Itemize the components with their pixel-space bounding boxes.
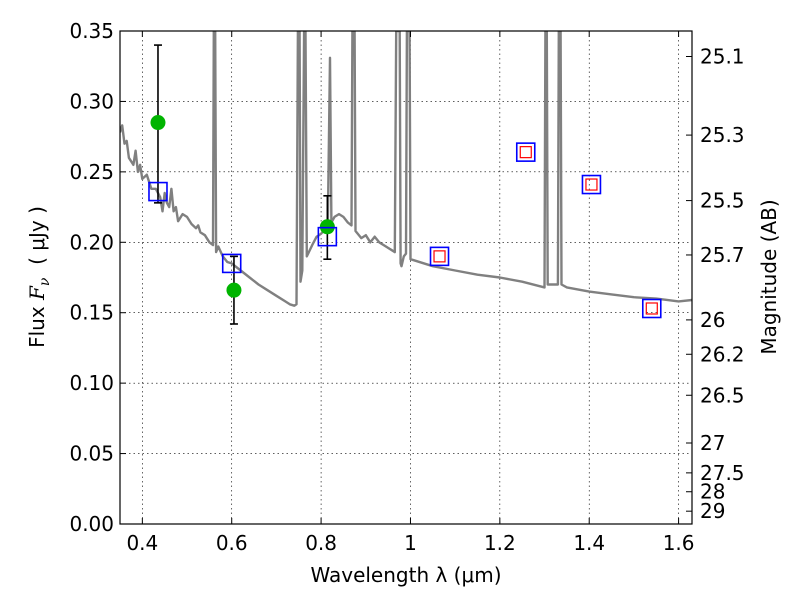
- observed-flux-point: [226, 282, 242, 298]
- y-tick-label: 0.25: [69, 160, 114, 184]
- y-tick-label: 0.30: [69, 89, 114, 113]
- right-tick-label: 29: [700, 499, 725, 523]
- right-tick-label: 27.5: [700, 461, 745, 485]
- observed-flux-point: [319, 219, 335, 235]
- axes-frame: [119, 30, 693, 525]
- model-flux-square: [221, 253, 242, 274]
- observed-flux-point: [150, 115, 166, 131]
- model-flux-square: [429, 246, 450, 267]
- y-tick-label: 0.10: [69, 371, 114, 395]
- right-axis-title: Magnitude (AB): [757, 199, 781, 354]
- predicted-flux-square: [645, 302, 658, 315]
- ticks: 0.4 0.6 0.8 1 1.2 1.4 1.6 0.00 0.05 0.10 0.15 0.20 0…: [69, 19, 744, 555]
- model-spectrum-line: [120, 31, 692, 307]
- right-tick-label: 25.7: [700, 243, 745, 267]
- x-axis-title: Wavelength λ (μm): [310, 563, 501, 587]
- y-tick-label: 0.20: [69, 230, 114, 254]
- right-tick-label: 26.5: [700, 383, 745, 407]
- right-tick-label: 26.2: [700, 342, 745, 366]
- model-flux-square: [641, 298, 662, 319]
- x-tick-label: 0.8: [305, 531, 337, 555]
- model-flux-square: [148, 181, 168, 202]
- predicted-flux-square: [585, 178, 598, 191]
- y-axis-title: Flux Fν ( μJy ): [25, 206, 53, 348]
- predicted-flux-square: [519, 146, 532, 159]
- right-tick-label: 25.5: [700, 189, 745, 213]
- model-flux-square: [317, 226, 338, 247]
- x-tick-label: 0.4: [126, 531, 158, 555]
- x-tick-label: 1: [404, 531, 417, 555]
- x-tick-label: 1.2: [484, 531, 516, 555]
- y-tick-label: 0.00: [69, 512, 114, 536]
- x-tick-label: 1.6: [663, 531, 695, 555]
- x-tick-label: 0.6: [216, 531, 248, 555]
- right-tick-label: 27: [700, 431, 725, 455]
- x-tick-label: 1.4: [573, 531, 605, 555]
- plot-area: [120, 31, 692, 325]
- right-tick-label: 26: [700, 308, 725, 332]
- model-flux-square: [581, 174, 602, 195]
- right-tick-label: 25.3: [700, 123, 745, 147]
- model-flux-square: [515, 142, 536, 162]
- y-tick-label: 0.05: [69, 442, 114, 466]
- y-tick-label: 0.15: [69, 301, 114, 325]
- y-tick-label: 0.35: [69, 19, 114, 43]
- predicted-flux-square: [433, 250, 446, 263]
- right-tick-label: 25.1: [700, 44, 745, 68]
- right-tick-label: 28: [700, 480, 725, 504]
